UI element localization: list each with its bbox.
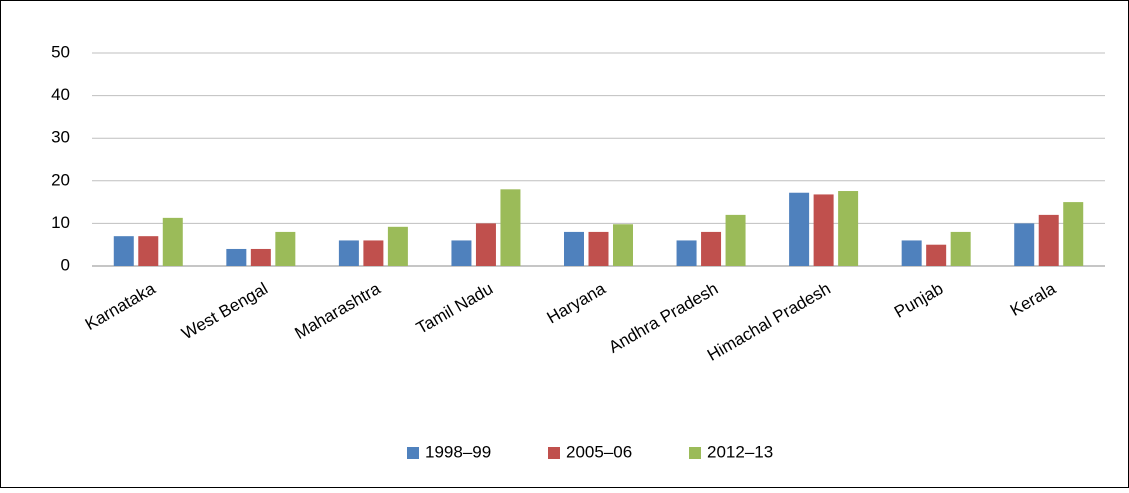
bar <box>500 189 521 266</box>
bar <box>338 240 359 266</box>
y-tick-label: 0 <box>61 255 70 274</box>
bar <box>1063 202 1084 266</box>
bar <box>1038 214 1059 266</box>
bar <box>250 248 271 266</box>
bar <box>138 236 159 266</box>
y-tick-label: 50 <box>51 42 70 61</box>
bar <box>226 248 247 266</box>
bar <box>113 236 134 266</box>
bar <box>363 240 384 266</box>
legend-label: 2012–13 <box>707 442 773 461</box>
legend-swatch <box>689 447 701 459</box>
bar <box>564 231 584 266</box>
bar <box>701 231 722 266</box>
legend-label: 2005–06 <box>566 442 632 461</box>
y-tick-label: 30 <box>51 128 70 147</box>
bar <box>926 244 947 266</box>
bar <box>813 194 834 266</box>
bar <box>838 191 859 266</box>
bar <box>588 231 609 266</box>
bar <box>950 231 971 266</box>
bar <box>387 226 408 266</box>
y-tick-label: 40 <box>51 85 70 104</box>
bar <box>162 217 183 266</box>
y-tick-label: 10 <box>51 213 70 232</box>
legend-swatch <box>407 447 419 459</box>
legend-label: 1998–99 <box>425 442 491 461</box>
bar <box>475 223 496 266</box>
legend-swatch <box>548 447 560 459</box>
bar <box>613 224 633 266</box>
bar <box>1014 223 1035 266</box>
bar <box>275 231 296 266</box>
bar <box>725 214 746 266</box>
bar <box>789 192 810 266</box>
bar <box>676 240 697 266</box>
y-tick-label: 20 <box>51 170 70 189</box>
bar <box>901 240 922 266</box>
bar <box>451 240 472 266</box>
